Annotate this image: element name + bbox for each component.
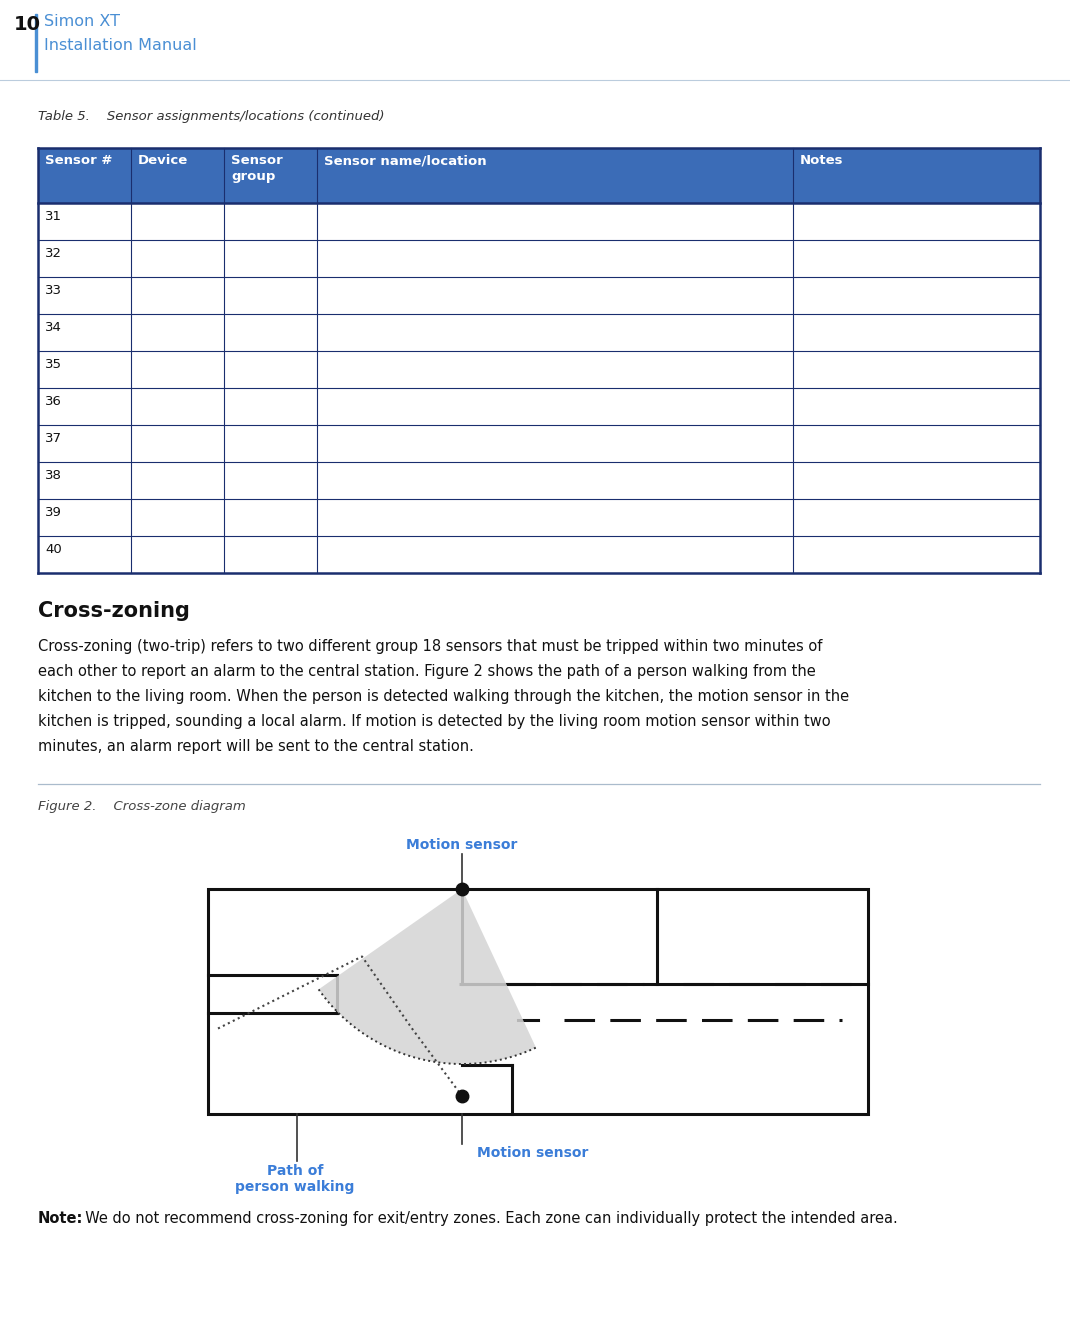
Text: Sensor #: Sensor #: [45, 154, 112, 166]
Text: 10: 10: [14, 15, 41, 35]
Bar: [39, 351, 1040, 389]
Text: 32: 32: [45, 248, 62, 260]
Bar: [39, 389, 1040, 425]
Bar: [39, 499, 1040, 536]
Bar: [39, 204, 1040, 240]
Text: 36: 36: [45, 395, 62, 409]
Text: minutes, an alarm report will be sent to the central station.: minutes, an alarm report will be sent to…: [39, 739, 474, 753]
Text: Sensor name/location: Sensor name/location: [324, 154, 487, 166]
Polygon shape: [319, 889, 536, 1063]
Bar: [39, 462, 1040, 499]
Text: 38: 38: [45, 469, 62, 482]
Bar: [39, 240, 1040, 277]
Text: each other to report an alarm to the central station. Figure 2 shows the path of: each other to report an alarm to the cen…: [39, 664, 815, 679]
Text: Motion sensor: Motion sensor: [407, 839, 518, 852]
Text: Motion sensor: Motion sensor: [477, 1146, 589, 1161]
Text: Cross-zoning: Cross-zoning: [39, 602, 189, 622]
Bar: [39, 536, 1040, 574]
Text: 40: 40: [45, 543, 62, 556]
Text: Cross-zoning (two-trip) refers to two different group 18 sensors that must be tr: Cross-zoning (two-trip) refers to two di…: [39, 639, 823, 654]
Text: Installation Manual: Installation Manual: [44, 39, 197, 53]
Text: 39: 39: [45, 506, 62, 519]
Text: We do not recommend cross-zoning for exit/entry zones. Each zone can individuall: We do not recommend cross-zoning for exi…: [76, 1211, 898, 1226]
Text: Device: Device: [138, 154, 188, 166]
Text: Notes: Notes: [800, 154, 843, 166]
Text: 35: 35: [45, 358, 62, 371]
Text: Sensor
group: Sensor group: [231, 154, 282, 182]
Text: 34: 34: [45, 321, 62, 334]
Text: Figure 2.    Cross-zone diagram: Figure 2. Cross-zone diagram: [39, 800, 246, 813]
Text: kitchen to the living room. When the person is detected walking through the kitc: kitchen to the living room. When the per…: [39, 689, 850, 704]
Bar: [208, 889, 868, 1114]
Text: Note:: Note:: [39, 1211, 83, 1226]
Bar: [39, 314, 1040, 351]
Text: Simon XT: Simon XT: [44, 15, 120, 29]
Bar: [35, 15, 37, 72]
Text: 37: 37: [45, 433, 62, 445]
Text: Table 5.    Sensor assignments/locations (continued): Table 5. Sensor assignments/locations (c…: [39, 110, 384, 122]
Bar: [39, 425, 1040, 462]
Text: kitchen is tripped, sounding a local alarm. If motion is detected by the living : kitchen is tripped, sounding a local ala…: [39, 713, 830, 729]
Text: Path of
person walking: Path of person walking: [235, 1165, 354, 1194]
Bar: [39, 148, 1040, 204]
Bar: [39, 277, 1040, 314]
Text: 33: 33: [45, 284, 62, 297]
Text: 31: 31: [45, 210, 62, 224]
